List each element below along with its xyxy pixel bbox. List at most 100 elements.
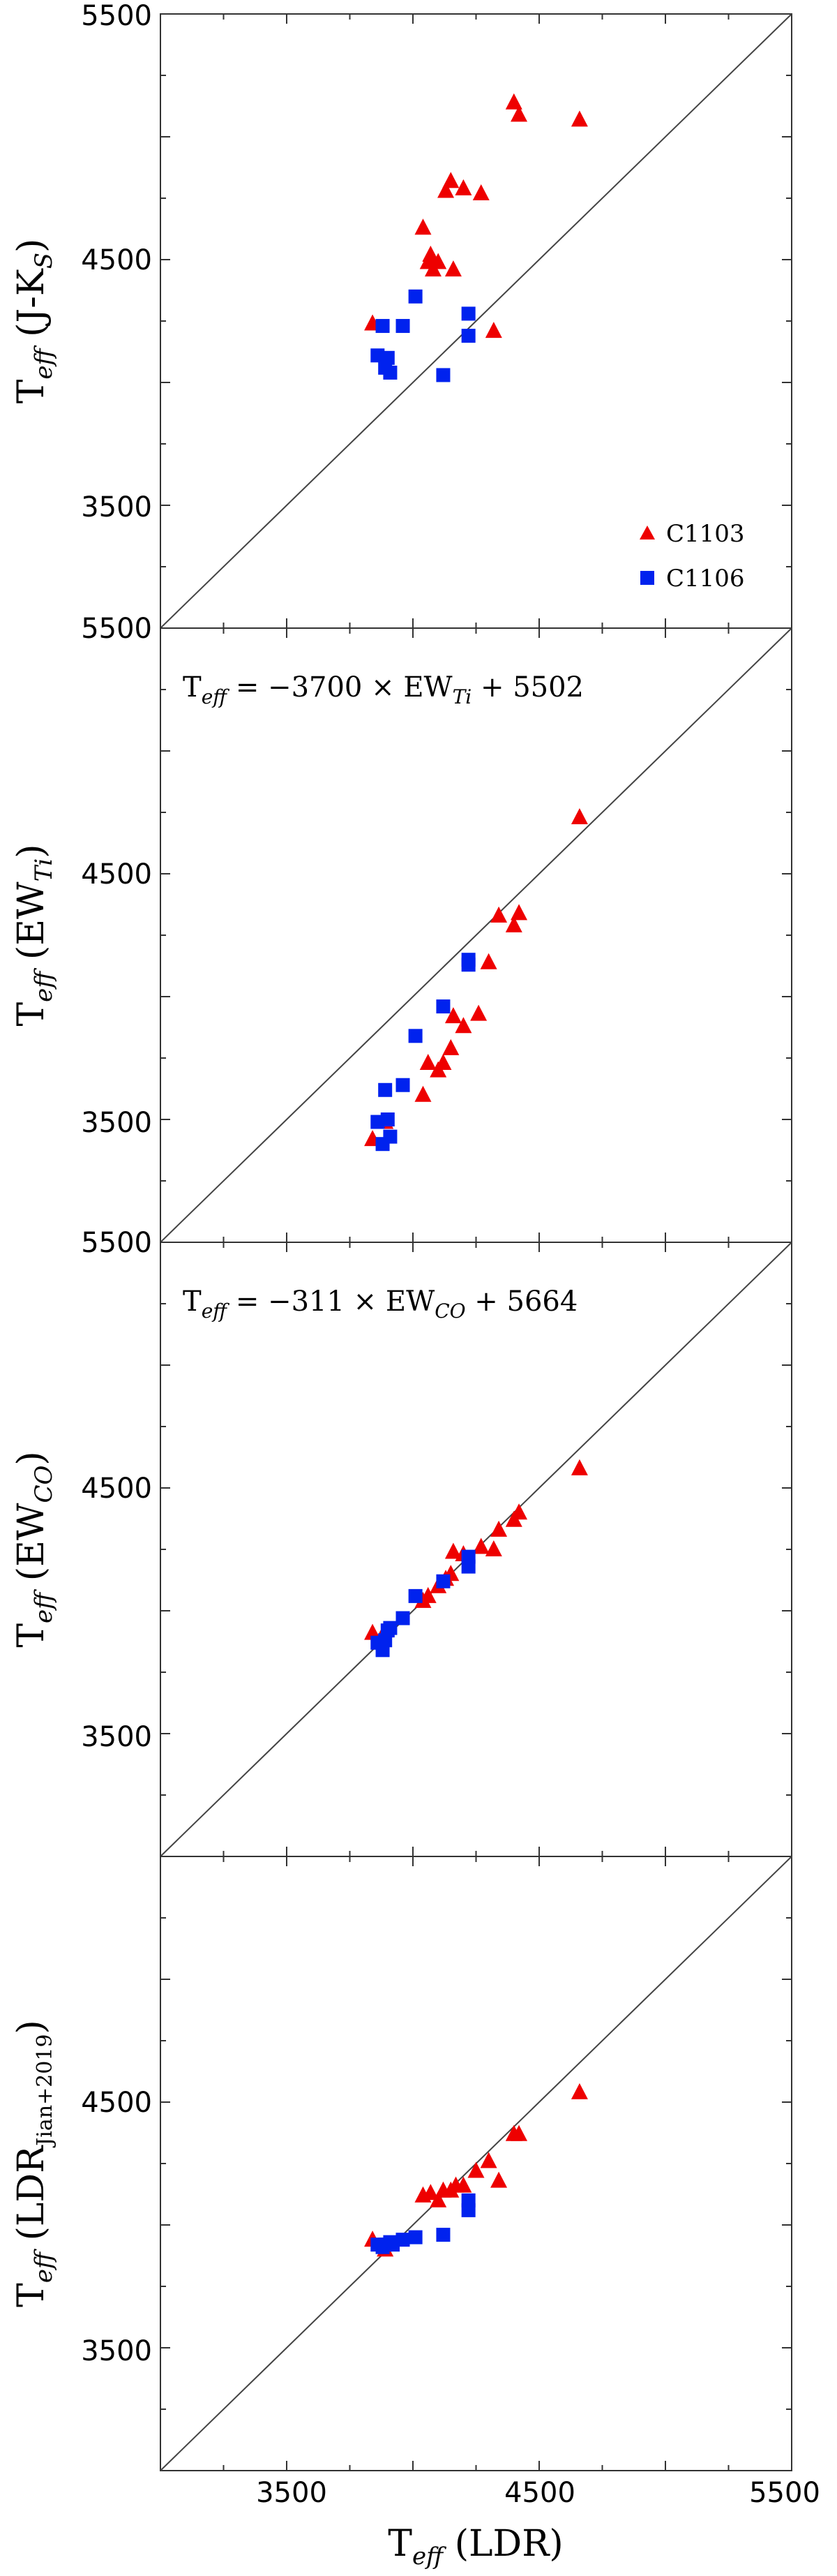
data-point-c1103 [480, 953, 497, 969]
data-point-c1106 [461, 2193, 476, 2208]
data-point-c1106 [408, 2230, 423, 2244]
data-point-c1103 [511, 105, 528, 122]
data-point-c1103 [419, 1586, 437, 1603]
minor-ticks [160, 628, 792, 1242]
fit-equation: Teff = −311 × EWCO + 5664 [183, 1286, 578, 1323]
data-point-c1106 [395, 2233, 410, 2247]
data-point-c1106 [383, 1129, 398, 1144]
data-point-c1103 [480, 2152, 497, 2168]
panel-ldr-jian: 4500 3500 Teff (LDRJian+2019) 3500 4500 … [10, 1856, 820, 2570]
data-point-c1106 [380, 1112, 395, 1126]
data-point-c1103 [505, 916, 522, 932]
x-tick-label: 4500 [504, 2477, 575, 2509]
x-tick-label: 5500 [749, 2477, 820, 2509]
data-point-c1106 [436, 2228, 451, 2242]
data-point-c1103 [472, 184, 490, 200]
data-point-c1103 [419, 1054, 437, 1071]
panel-ew-co: 5500 4500 3500 Teff (EWCO) Teff = −311 ×… [10, 1227, 792, 1857]
data-point-c1106 [395, 1078, 410, 1092]
data-point-c1103 [430, 2191, 447, 2208]
data-point-c1106 [408, 1588, 423, 1603]
data-point-c1106 [461, 306, 476, 321]
data-point-c1103 [467, 2161, 485, 2178]
y-tick-label: 4500 [81, 1473, 152, 1505]
identity-line [160, 13, 792, 629]
data-point-c1106 [378, 1082, 393, 1097]
data-point-c1106 [383, 365, 398, 380]
data-points [364, 808, 588, 1152]
data-point-c1103 [490, 1520, 508, 1537]
data-point-c1103 [422, 2184, 439, 2201]
minor-ticks [160, 14, 792, 628]
data-point-c1103 [470, 1004, 488, 1021]
minor-ticks [160, 1242, 792, 1856]
y-tick-label: 4500 [81, 2087, 152, 2119]
data-point-c1103 [422, 245, 439, 262]
y-tick-label: 5500 [81, 1227, 152, 1259]
data-point-c1103 [444, 260, 462, 277]
data-point-c1106 [380, 350, 395, 365]
data-point-c1106 [436, 368, 451, 382]
panel-jks: 5500 4500 3500 Teff (J-KS) C1103 C1106 [10, 0, 792, 629]
x-axis-label: Teff (LDR) [388, 2523, 563, 2570]
data-point-c1103 [455, 1017, 472, 1034]
data-point-c1103 [455, 2176, 472, 2193]
legend-marker-c1106 [640, 571, 654, 585]
data-point-c1106 [408, 289, 423, 304]
legend: C1103 C1106 [640, 520, 745, 593]
data-point-c1103 [485, 1540, 502, 1556]
minor-ticks [160, 1856, 792, 2471]
data-point-c1103 [490, 906, 508, 923]
data-point-c1103 [511, 904, 528, 921]
data-point-c1103 [442, 172, 460, 188]
data-point-c1103 [571, 110, 588, 127]
y-tick-label: 3500 [81, 2335, 152, 2367]
y-axis-label: Teff (J-KS) [10, 239, 58, 404]
panel-ew-ti: 5500 4500 3500 Teff (EWTi) Teff = −3700 … [10, 613, 792, 1243]
data-point-c1106 [461, 329, 476, 343]
data-point-c1103 [511, 1503, 528, 1520]
data-point-c1106 [383, 1621, 398, 1635]
data-point-c1103 [571, 808, 588, 825]
identity-line [160, 627, 792, 1243]
data-point-c1103 [485, 322, 502, 338]
y-tick-label: 3500 [81, 1107, 152, 1139]
x-tick-label: 3500 [256, 2477, 327, 2509]
y-tick-label: 4500 [81, 858, 152, 891]
data-point-c1103 [511, 2124, 528, 2141]
data-point-c1106 [395, 1611, 410, 1625]
data-points [364, 1459, 588, 1658]
legend-marker-c1103 [640, 526, 655, 539]
data-point-c1103 [430, 253, 447, 269]
data-point-c1103 [442, 1038, 460, 1055]
y-tick-label: 3500 [81, 491, 152, 523]
data-points [364, 2083, 588, 2257]
y-tick-label: 4500 [81, 244, 152, 276]
data-point-c1103 [435, 1054, 452, 1071]
y-tick-label: 5500 [81, 613, 152, 645]
data-point-c1103 [444, 1542, 462, 1559]
data-point-c1103 [571, 2083, 588, 2099]
fit-equation: Teff = −3700 × EWTi + 5502 [183, 671, 584, 708]
data-point-c1103 [414, 1085, 432, 1102]
legend-label-c1106: C1106 [666, 565, 745, 593]
y-axis-label: Teff (LDRJian+2019) [10, 2020, 58, 2307]
data-point-c1103 [490, 2171, 508, 2188]
y-axis-label: Teff (EWTi) [10, 844, 58, 1027]
data-point-c1106 [436, 1574, 451, 1588]
y-axis-label: Teff (EWCO) [10, 1451, 58, 1647]
data-point-c1103 [571, 1459, 588, 1475]
legend-label-c1103: C1103 [666, 520, 745, 548]
data-point-c1106 [436, 999, 451, 1014]
data-points [364, 93, 588, 382]
data-point-c1103 [505, 93, 522, 110]
data-point-c1106 [461, 953, 476, 967]
data-point-c1103 [437, 181, 455, 198]
data-point-c1106 [395, 319, 410, 334]
data-point-c1106 [408, 1029, 423, 1043]
data-point-c1103 [414, 218, 432, 235]
data-point-c1106 [375, 319, 390, 334]
y-tick-label: 3500 [81, 1721, 152, 1753]
data-point-c1103 [444, 1007, 462, 1024]
